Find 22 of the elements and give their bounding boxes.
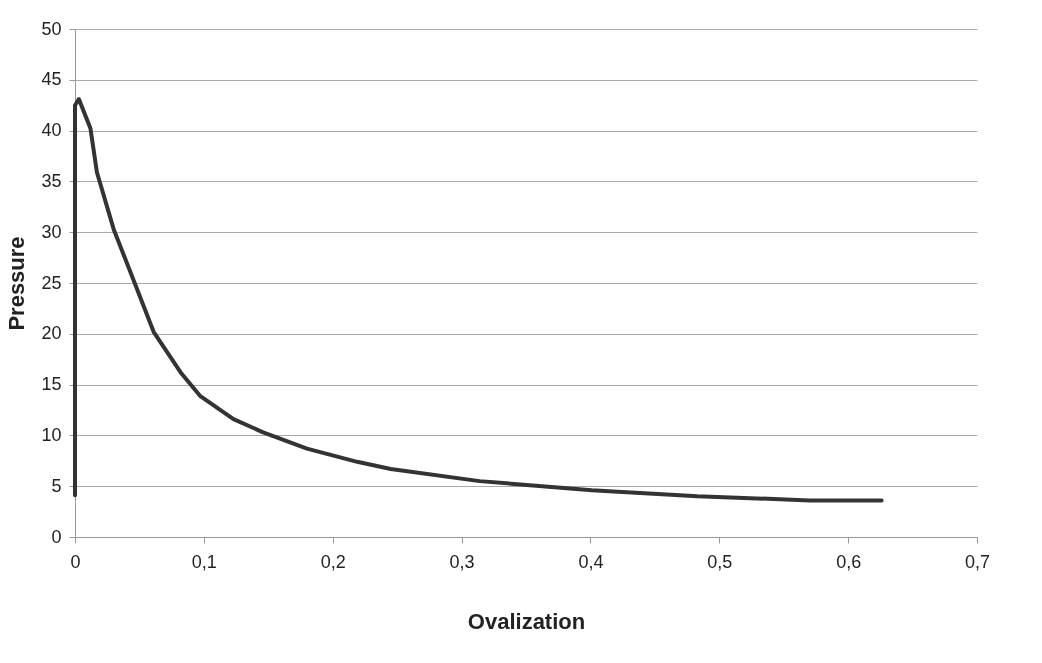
y-tick-label: 15 [41,374,62,395]
x-tick-label: 0,7 [964,551,991,572]
y-tick-label: 0 [51,526,62,547]
x-tick-label: 0,6 [836,551,862,572]
x-tick-label: 0 [70,551,81,572]
x-tick-label: 0,3 [449,551,475,572]
y-tick-label: 35 [41,170,62,191]
y-tick-label: 50 [41,18,62,39]
y-tick-label: 25 [41,272,62,293]
x-tick-label: 0,4 [578,551,604,572]
x-tick-label: 0,2 [320,551,346,572]
y-tick-label: 20 [41,323,62,344]
x-tick-label: 0,5 [707,551,733,572]
y-tick-label: 5 [51,475,62,496]
x-tick-label: 0,1 [191,551,217,572]
y-tick-label: 10 [41,424,62,445]
y-axis-title: Pressure [4,236,30,331]
y-tick-label: 30 [41,221,62,242]
y-tick-label: 45 [41,69,62,90]
x-axis-title: Ovalization [467,608,586,634]
y-tick-label: 40 [41,120,62,141]
line-series [73,97,884,503]
